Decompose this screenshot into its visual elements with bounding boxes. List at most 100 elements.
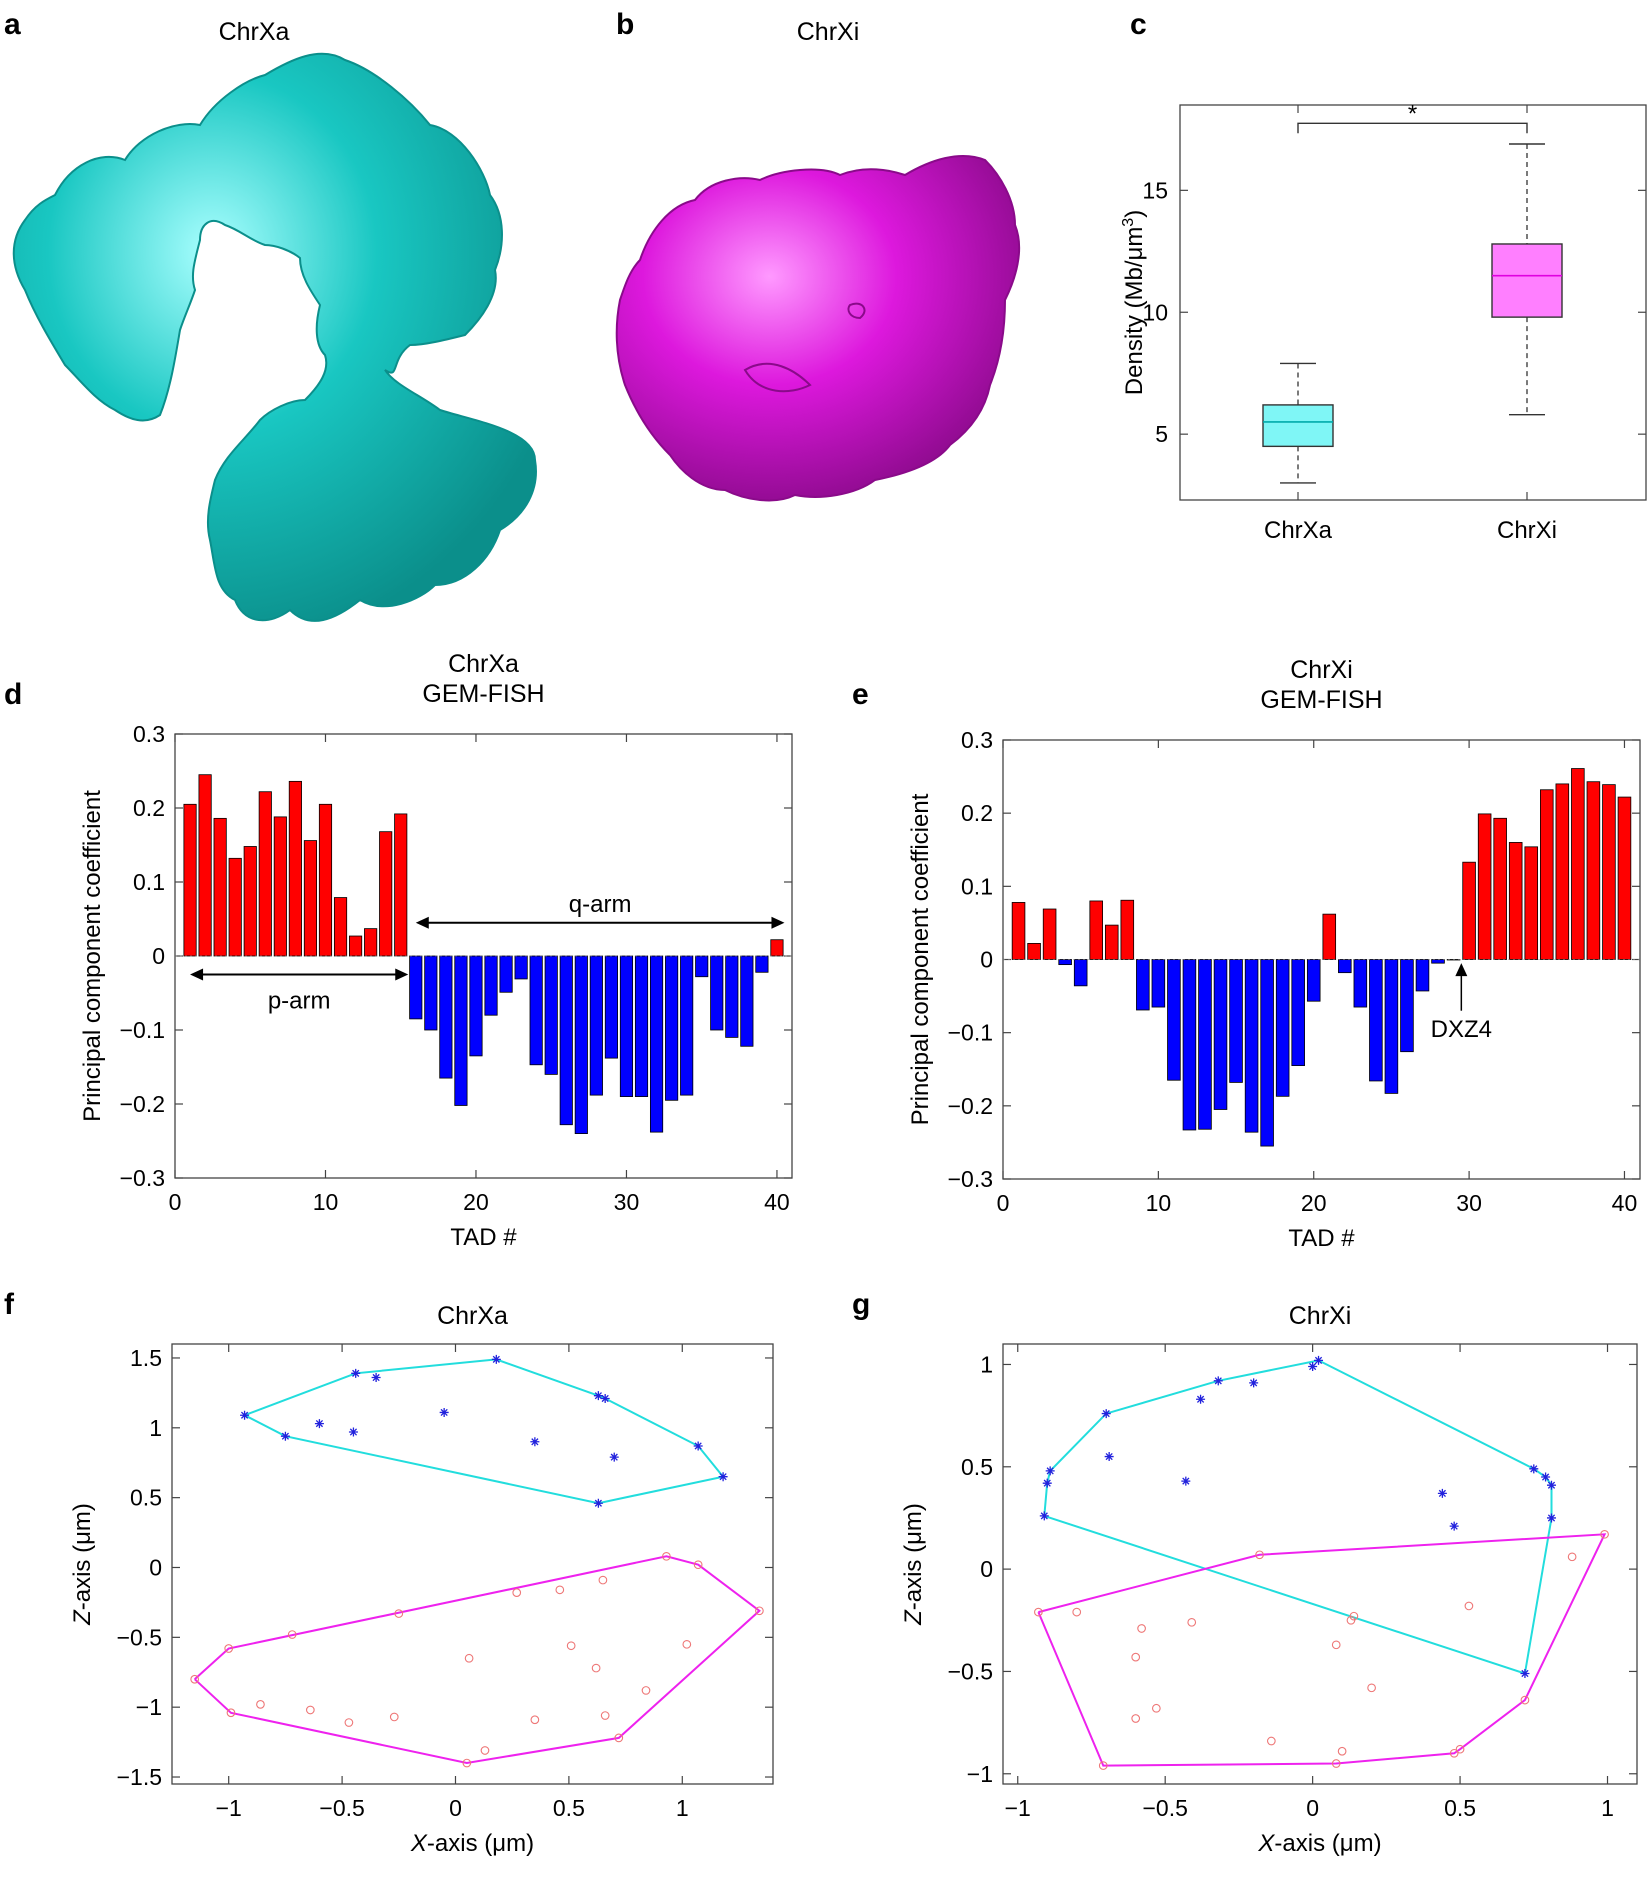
- x-axis-label: TAD #: [450, 1224, 517, 1251]
- panel-b: b ChrXi: [615, 8, 1021, 502]
- panel-letter-d: d: [4, 678, 22, 711]
- y-axis-label: Principal component coefficient: [907, 793, 934, 1125]
- x-tick-label: −1: [216, 1795, 242, 1821]
- bar: [665, 955, 679, 1101]
- x-tick-label: 1: [676, 1795, 689, 1821]
- bar: [1524, 846, 1539, 960]
- x-tick-label: −1: [1005, 1795, 1031, 1821]
- bar: [1431, 959, 1445, 964]
- chart-title: ChrXa: [437, 1302, 508, 1330]
- panel-a: a ChrXa: [4, 8, 537, 622]
- data-point-circle: [1600, 1529, 1609, 1539]
- y-axis-label-italic: Z: [69, 1609, 96, 1626]
- plot-frame: [171, 1343, 774, 1785]
- bar: [228, 857, 242, 957]
- bar: [740, 955, 754, 1047]
- data-point-circle: [1464, 1601, 1474, 1611]
- y-tick-label: −0.1: [948, 1020, 993, 1046]
- data-point-circle: [598, 1575, 608, 1585]
- x-tick-label: 1: [1601, 1795, 1614, 1821]
- y-axis-label-main: Density (Mb/μm: [1121, 227, 1148, 396]
- arrow-head: [190, 968, 204, 981]
- arm-label: p-arm: [268, 987, 331, 1014]
- y-tick-label: −1: [967, 1761, 993, 1787]
- bar: [1586, 781, 1601, 960]
- y-tick-label: 0.2: [961, 800, 993, 826]
- data-point-circle: [1449, 1748, 1459, 1758]
- bar: [484, 955, 498, 1016]
- bar: [1275, 959, 1290, 1097]
- data-point-star: [1213, 1376, 1223, 1386]
- x-axis-label-italic: X: [1257, 1830, 1275, 1857]
- y-axis-label: Z-axis (μm): [69, 1503, 96, 1626]
- y-axis-label-rest: -axis (μm): [900, 1503, 927, 1610]
- data-point-star: [314, 1419, 324, 1429]
- arm-label: q-arm: [569, 891, 632, 918]
- y-tick-label: −0.1: [120, 1017, 165, 1043]
- bar: [1306, 959, 1321, 1002]
- panel-letter-b: b: [616, 8, 634, 41]
- bar: [770, 939, 784, 957]
- y-tick-label: 0.5: [961, 1454, 993, 1480]
- bar: [1104, 924, 1119, 960]
- bar: [755, 955, 769, 973]
- data-point-circle: [224, 1644, 234, 1653]
- data-point-star: [491, 1354, 501, 1364]
- bar: [619, 955, 634, 1098]
- data-point-circle: [1137, 1624, 1146, 1633]
- panel-letter-a: a: [4, 8, 21, 41]
- data-point-circle: [1151, 1703, 1161, 1713]
- data-point-circle: [226, 1708, 236, 1718]
- data-point-circle: [1098, 1761, 1108, 1770]
- data-point-star: [693, 1441, 703, 1451]
- data-point-circle: [1331, 1640, 1341, 1650]
- data-point-star: [600, 1393, 610, 1403]
- x-tick-label: 0.5: [553, 1795, 585, 1821]
- bar: [258, 791, 272, 957]
- data-point-star: [1308, 1362, 1318, 1372]
- data-point-circle: [600, 1711, 610, 1720]
- bar: [1167, 959, 1181, 1081]
- convex-hull-cluster-2: [1037, 1533, 1607, 1767]
- bar: [1555, 783, 1570, 960]
- data-point-star: [1104, 1452, 1114, 1462]
- data-point-circle: [1331, 1759, 1341, 1768]
- x-tick-label: −0.5: [319, 1795, 364, 1821]
- bar: [1120, 899, 1135, 960]
- y-tick-label: 1.5: [130, 1345, 162, 1371]
- data-point-circle: [1187, 1617, 1197, 1627]
- bar: [529, 955, 543, 1066]
- x-tick-label: 0: [169, 1189, 182, 1215]
- y-axis-label: Principal component coefficient: [79, 790, 106, 1122]
- data-point-circle: [1131, 1714, 1141, 1723]
- arrow-head: [771, 916, 785, 929]
- data-point-circle: [1520, 1695, 1530, 1705]
- data-point-circle: [755, 1606, 764, 1616]
- bar: [1291, 959, 1305, 1066]
- bar: [544, 955, 558, 1075]
- bar: [333, 897, 348, 957]
- data-point-circle: [464, 1653, 474, 1663]
- data-point-circle: [1034, 1607, 1043, 1617]
- bar: [589, 955, 603, 1096]
- y-tick-label: 1: [980, 1351, 993, 1377]
- bar: [183, 803, 197, 957]
- y-tick-label: −0.5: [948, 1658, 993, 1684]
- bar: [1477, 813, 1492, 960]
- x-tick-label: 10: [1146, 1190, 1172, 1216]
- data-point-star: [1249, 1378, 1259, 1388]
- y-axis-label-sup: 3: [1120, 218, 1137, 227]
- bar: [559, 955, 573, 1126]
- bar: [1540, 789, 1554, 960]
- y-tick-label: 0.3: [961, 727, 993, 753]
- data-point-star: [1101, 1409, 1111, 1419]
- data-point-circle: [1349, 1611, 1359, 1621]
- chrxi-structure-image: [615, 154, 1021, 502]
- x-category-label: ChrXa: [1264, 517, 1333, 544]
- data-point-circle: [641, 1686, 651, 1695]
- data-point-circle: [344, 1718, 354, 1727]
- bar: [394, 813, 408, 957]
